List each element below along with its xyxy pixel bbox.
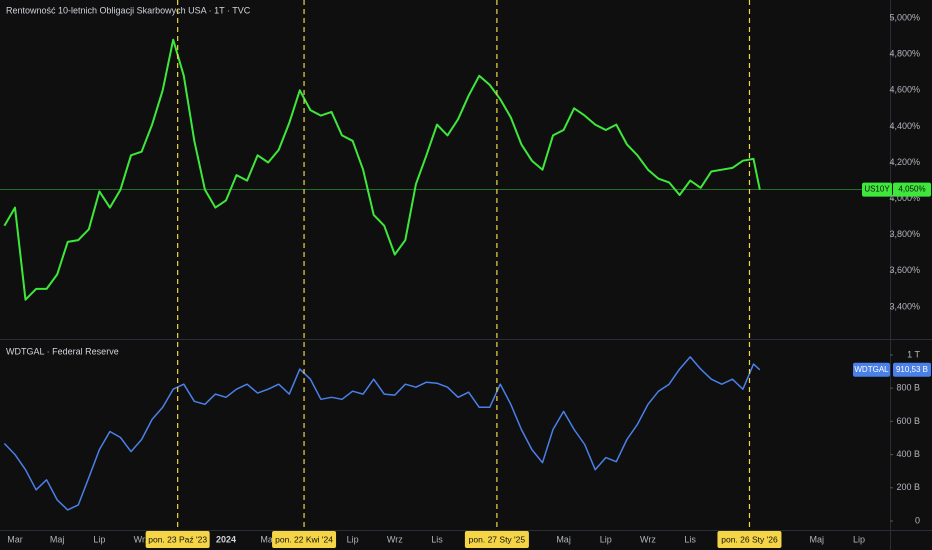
y-tick-label: 5,000% — [889, 12, 920, 22]
data-line — [3, 356, 761, 511]
last-value-label: 910,53 B — [896, 365, 928, 374]
last-value-label: 4,050% — [898, 185, 925, 194]
y-tick-label: 600 B — [896, 416, 920, 426]
chart-title: WDTGAL · Federal Reserve — [6, 346, 119, 356]
marker-label: pon. 23 Paź '23 — [148, 534, 207, 544]
series-name-box — [853, 362, 890, 377]
y-tick-label: 4,800% — [889, 49, 920, 59]
marker-label-box — [145, 531, 210, 548]
y-tick-label: 4,000% — [889, 193, 920, 203]
last-value-box — [893, 182, 931, 197]
marker-label: pon. 22 Kwi '24 — [275, 534, 333, 544]
y-tick-label: 800 B — [896, 383, 920, 393]
x-tick-label: Wrz — [134, 534, 150, 544]
last-value-box — [893, 362, 931, 377]
x-tick-label: Maj — [556, 534, 571, 544]
data-line — [3, 38, 761, 301]
y-tick-label: 3,600% — [889, 265, 920, 275]
chart-title: Rentowność 10-letnich Obligacji Skarbowy… — [6, 5, 251, 15]
y-tick-label: 4,200% — [889, 157, 920, 167]
y-tick-label: 4,600% — [889, 85, 920, 95]
x-tick-label: Lip — [600, 534, 612, 544]
x-tick-label: Lis — [431, 534, 443, 544]
marker-label: pon. 27 Sty '25 — [469, 534, 526, 544]
y-tick-label: 3,400% — [889, 301, 920, 311]
x-tick-label: Maj — [50, 534, 65, 544]
y-tick-label: 200 B — [896, 482, 920, 492]
x-tick-label: Lip — [93, 534, 105, 544]
y-tick-label: 3,800% — [889, 229, 920, 239]
x-tick-label: Lis — [684, 534, 696, 544]
series-name: WDTGAL — [854, 365, 889, 374]
marker-label-box — [464, 531, 529, 548]
y-tick-label: 4,400% — [889, 121, 920, 131]
x-tick-label: Maj — [810, 534, 825, 544]
series-name: US10Y — [864, 185, 890, 194]
y-tick-label: 400 B — [896, 449, 920, 459]
marker-label: pon. 26 Sty '26 — [721, 534, 778, 544]
x-tick-label: Lip — [347, 534, 359, 544]
x-tick-label: Lip — [853, 534, 865, 544]
x-tick-label: Wrz — [640, 534, 656, 544]
x-tick-label: Wrz — [387, 534, 403, 544]
marker-label-box — [272, 531, 337, 548]
x-tick-label: 2024 — [216, 534, 236, 544]
y-tick-label: 0 — [915, 515, 920, 525]
x-tick-label: Mar — [260, 534, 276, 544]
y-tick-label: 1 T — [907, 349, 920, 359]
series-name-box — [862, 182, 892, 197]
marker-label-box — [717, 531, 782, 548]
x-tick-label: Mar — [7, 534, 23, 544]
